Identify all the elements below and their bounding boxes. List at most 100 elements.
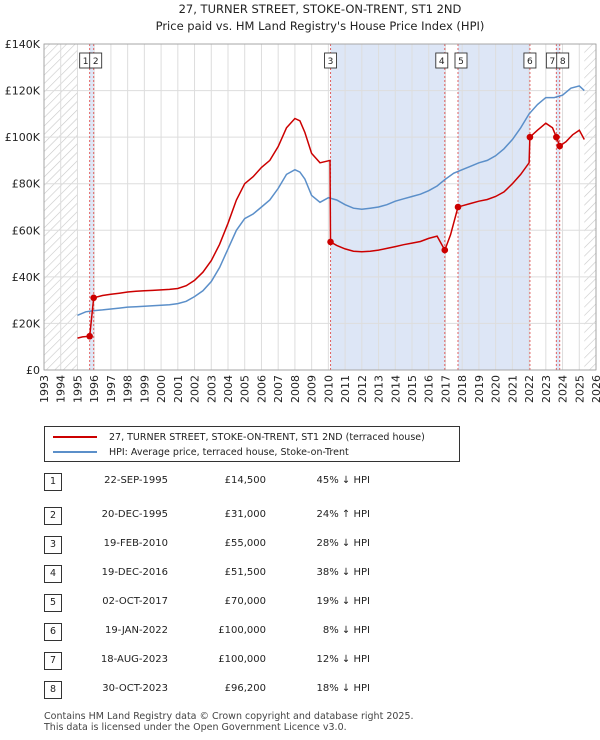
table-row: 4 19-DEC-2016 £51,500 38% ↓ HPI xyxy=(44,565,464,583)
footer-licence: This data is licensed under the Open Gov… xyxy=(44,722,347,733)
plot-frame xyxy=(43,43,597,371)
transaction-price: £31,000 xyxy=(224,509,266,520)
legend-swatch-hpi xyxy=(53,451,97,453)
transaction-date: 20-DEC-1995 xyxy=(101,509,168,520)
legend-item-property: 27, TURNER STREET, STOKE-ON-TRENT, ST1 2… xyxy=(53,430,425,444)
chart-legend: 27, TURNER STREET, STOKE-ON-TRENT, ST1 2… xyxy=(44,426,460,462)
table-row: 1 22-SEP-1995 £14,500 45% ↓ HPI xyxy=(44,473,464,491)
transaction-number: 3 xyxy=(44,536,62,554)
y-tick-label: £140K xyxy=(5,38,41,51)
transaction-label-box xyxy=(435,52,449,69)
sale-point xyxy=(553,133,560,141)
price-chart: 27, TURNER STREET, STOKE-ON-TRENT, ST1 2… xyxy=(5,2,600,403)
x-tick-label: 2022 xyxy=(523,375,536,403)
x-tick-label: 2000 xyxy=(155,375,168,403)
x-tick-label: 2014 xyxy=(389,375,402,403)
transaction-label-box xyxy=(454,52,468,69)
transaction-label-box xyxy=(523,52,537,69)
x-tick-label: 2020 xyxy=(490,375,503,403)
sale-point xyxy=(86,332,93,340)
transaction-price: £70,000 xyxy=(224,596,266,607)
x-tick-label: 2006 xyxy=(255,375,268,403)
table-row: 3 19-FEB-2010 £55,000 28% ↓ HPI xyxy=(44,536,464,554)
x-tick-label: 2021 xyxy=(506,375,519,403)
x-tick-label: 2005 xyxy=(239,375,252,403)
transaction-price: £100,000 xyxy=(218,625,266,636)
table-row: 8 30-OCT-2023 £96,200 18% ↓ HPI xyxy=(44,681,464,699)
x-tick-label: 1999 xyxy=(138,375,151,403)
sale-point xyxy=(90,294,97,302)
y-tick-label: £0 xyxy=(26,364,40,377)
x-tick-label: 1995 xyxy=(71,375,84,403)
transaction-label-box xyxy=(556,52,570,69)
x-tick-label: 2002 xyxy=(189,375,202,403)
transaction-hpi-diff: 24% ↑ HPI xyxy=(316,509,370,520)
chart-title-line1: 27, TURNER STREET, STOKE-ON-TRENT, ST1 2… xyxy=(179,2,462,16)
transaction-number: 8 xyxy=(44,681,62,699)
chart-title-line2: Price paid vs. HM Land Registry's House … xyxy=(156,19,485,33)
transaction-label-6: 6 xyxy=(523,52,537,69)
x-tick-label: 2015 xyxy=(406,375,419,403)
x-tick-label: 2009 xyxy=(306,375,319,403)
sale-point xyxy=(327,238,334,246)
sale-point xyxy=(526,133,534,141)
transaction-label-number: 7 xyxy=(549,57,555,67)
property-series-line xyxy=(77,117,585,339)
transaction-hpi-diff: 8% ↓ HPI xyxy=(322,625,370,636)
x-tick-label: 1993 xyxy=(38,375,51,403)
transaction-date: 18-AUG-2023 xyxy=(100,654,168,665)
transaction-date: 02-OCT-2017 xyxy=(102,596,168,607)
footer: Contains HM Land Registry data © Crown c… xyxy=(44,711,414,733)
y-tick-label: £100K xyxy=(5,131,41,144)
legend-item-hpi: HPI: Average price, terraced house, Stok… xyxy=(53,445,349,459)
table-row: 6 19-JAN-2022 £100,000 8% ↓ HPI xyxy=(44,623,464,641)
y-tick-label: £20K xyxy=(12,317,41,330)
x-tick-label: 1998 xyxy=(122,375,135,403)
transaction-hpi-diff: 19% ↓ HPI xyxy=(316,596,370,607)
ownership-period xyxy=(330,44,445,370)
transaction-price: £14,500 xyxy=(224,475,266,486)
transaction-number: 2 xyxy=(44,507,62,525)
transaction-price: £55,000 xyxy=(224,538,266,549)
transaction-date: 19-JAN-2022 xyxy=(104,625,168,636)
x-tick-label: 2012 xyxy=(356,375,369,403)
ownership-period xyxy=(458,44,530,370)
x-tick-label: 2019 xyxy=(473,375,486,403)
transaction-label-8: 8 xyxy=(556,52,570,69)
transaction-label-number: 8 xyxy=(560,57,566,67)
transaction-price: £51,500 xyxy=(224,567,266,578)
transaction-number: 1 xyxy=(44,473,62,491)
sale-point xyxy=(556,142,564,150)
transaction-label-number: 6 xyxy=(527,57,533,67)
table-row: 7 18-AUG-2023 £100,000 12% ↓ HPI xyxy=(44,652,464,670)
transaction-label-number: 5 xyxy=(458,57,464,67)
y-tick-label: £120K xyxy=(5,85,41,98)
y-tick-label: £80K xyxy=(12,178,41,191)
hatch-after-data xyxy=(584,44,596,370)
transaction-hpi-diff: 28% ↓ HPI xyxy=(316,538,370,549)
x-tick-label: 2011 xyxy=(339,375,352,403)
legend-swatch-property xyxy=(53,436,97,438)
transaction-date: 19-FEB-2010 xyxy=(103,538,168,549)
transaction-label-2: 2 xyxy=(89,52,103,69)
transaction-hpi-diff: 18% ↓ HPI xyxy=(316,683,370,694)
transaction-hpi-diff: 38% ↓ HPI xyxy=(316,567,370,578)
transaction-label-box xyxy=(324,52,337,69)
legend-label-property: 27, TURNER STREET, STOKE-ON-TRENT, ST1 2… xyxy=(109,431,425,443)
transaction-number: 6 xyxy=(44,623,62,641)
x-tick-label: 2016 xyxy=(423,375,436,403)
x-tick-label: 2008 xyxy=(289,375,302,403)
legend-label-hpi: HPI: Average price, terraced house, Stok… xyxy=(109,446,349,458)
table-row: 2 20-DEC-1995 £31,000 24% ↑ HPI xyxy=(44,507,464,525)
sale-point xyxy=(454,203,462,211)
transaction-number: 5 xyxy=(44,594,62,612)
x-tick-label: 2003 xyxy=(205,375,218,403)
x-tick-label: 1997 xyxy=(105,375,118,403)
transaction-price: £96,200 xyxy=(224,683,266,694)
x-tick-label: 2010 xyxy=(322,375,335,403)
transaction-label-box xyxy=(89,52,103,69)
transaction-label-3: 3 xyxy=(324,52,337,69)
x-tick-label: 2001 xyxy=(172,375,185,403)
transaction-label-number: 2 xyxy=(93,57,99,67)
transaction-number: 4 xyxy=(44,565,62,583)
